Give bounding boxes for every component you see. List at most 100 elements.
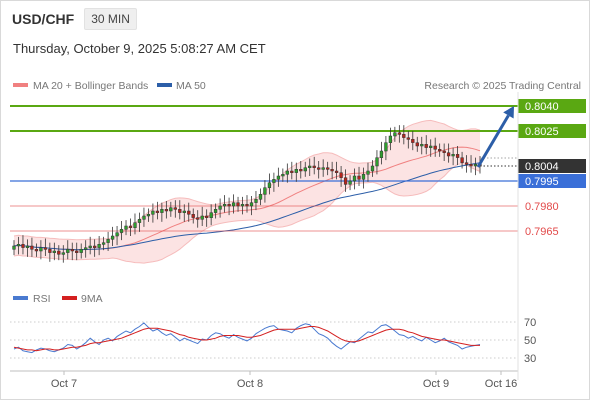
candle-body-up	[348, 180, 352, 185]
candle-body-up	[142, 215, 146, 220]
rsi-tick-label: 30	[524, 353, 536, 365]
candle	[12, 240, 16, 256]
candle	[438, 143, 442, 157]
current-price-box	[518, 159, 586, 173]
ma9-legend-swatch	[62, 296, 77, 300]
candle-body-up	[222, 204, 227, 207]
candle	[66, 240, 70, 260]
candle	[236, 196, 240, 212]
candle-body-down	[397, 132, 402, 135]
candle-body-up	[16, 244, 21, 247]
candle	[128, 218, 133, 236]
candle-body-up	[115, 232, 119, 237]
candle-body-up	[119, 229, 124, 233]
candle-body-down	[21, 244, 25, 248]
candle	[57, 245, 61, 261]
candle-body-up	[25, 245, 30, 248]
candle-body-up	[146, 214, 151, 217]
candle	[39, 240, 43, 260]
candle	[330, 161, 334, 180]
candle-body-down	[415, 142, 419, 147]
level-label: 0.8040	[525, 101, 559, 113]
candle-body-down	[339, 172, 343, 178]
candle-body-up	[429, 145, 433, 148]
candle-body-down	[438, 149, 442, 152]
candle	[70, 242, 74, 261]
candle	[294, 162, 298, 182]
candle-body-down	[446, 152, 451, 157]
interval-selector[interactable]: 30 MIN	[84, 8, 137, 30]
candle	[469, 155, 473, 173]
candle-body-up	[169, 207, 173, 212]
candle	[34, 243, 39, 257]
candle-body-down	[433, 145, 437, 150]
candle	[48, 242, 52, 262]
candle	[424, 135, 428, 155]
candle-body-down	[191, 214, 195, 218]
candle-body-up	[39, 247, 43, 252]
candle-body-up	[308, 165, 312, 168]
candle	[25, 239, 30, 257]
candle-body-up	[285, 170, 289, 175]
forecast-arrow	[476, 114, 510, 168]
candle-body-down	[173, 207, 177, 210]
candle	[339, 166, 343, 187]
candle	[303, 161, 307, 177]
candle-body-up	[61, 252, 65, 255]
candle-body-up	[240, 204, 245, 207]
candle	[218, 198, 222, 218]
level-label: 0.7965	[525, 226, 559, 238]
candle	[249, 196, 254, 216]
level-label-box	[518, 124, 586, 138]
candle-body-down	[460, 157, 464, 163]
level-label-box	[518, 174, 586, 188]
candle-body-up	[281, 174, 285, 177]
candle	[406, 131, 410, 149]
candle	[455, 146, 460, 166]
candle	[290, 161, 294, 180]
candle-body-up	[473, 164, 478, 167]
level-label: 0.8025	[525, 126, 559, 138]
chart-header: USD/CHF 30 MIN	[0, 6, 137, 32]
candle	[299, 161, 303, 179]
candle	[205, 209, 209, 227]
candle-body-up	[420, 144, 424, 147]
candle-body-up	[231, 202, 236, 207]
candle-body-down	[402, 134, 406, 138]
candle	[133, 213, 137, 235]
candle-body-down	[406, 137, 410, 140]
candle	[388, 127, 393, 151]
candle-body-down	[312, 165, 316, 168]
candle	[245, 195, 249, 213]
bollinger-lower	[13, 163, 481, 264]
candle	[97, 236, 101, 256]
candle-body-up	[218, 205, 222, 210]
x-tick-label: Oct 8	[237, 378, 263, 390]
candle	[451, 147, 455, 166]
candle-body-down	[34, 249, 39, 252]
candle-body-down	[326, 167, 330, 170]
candle	[160, 202, 164, 222]
candle	[433, 137, 437, 157]
candle-body-up	[294, 169, 298, 173]
candle	[366, 162, 370, 182]
candle-body-down	[43, 247, 48, 250]
candle-body-up	[124, 225, 128, 230]
candle	[393, 126, 397, 142]
level-label: 0.7980	[525, 201, 559, 213]
candle-body-up	[258, 194, 263, 200]
candle	[196, 210, 200, 228]
candle	[263, 180, 267, 203]
candle	[209, 204, 213, 226]
research-credit: Research © 2025 Trading Central	[424, 80, 581, 92]
candle	[446, 143, 451, 163]
forecast-arrowhead	[503, 106, 514, 119]
candle-body-up	[213, 209, 218, 213]
ma50-legend-swatch	[157, 83, 172, 87]
candle	[384, 136, 388, 161]
candle	[411, 131, 415, 151]
rsi-line	[13, 322, 481, 354]
candle-body-up	[384, 142, 388, 152]
candle	[173, 200, 177, 218]
candle-body-up	[393, 132, 397, 137]
